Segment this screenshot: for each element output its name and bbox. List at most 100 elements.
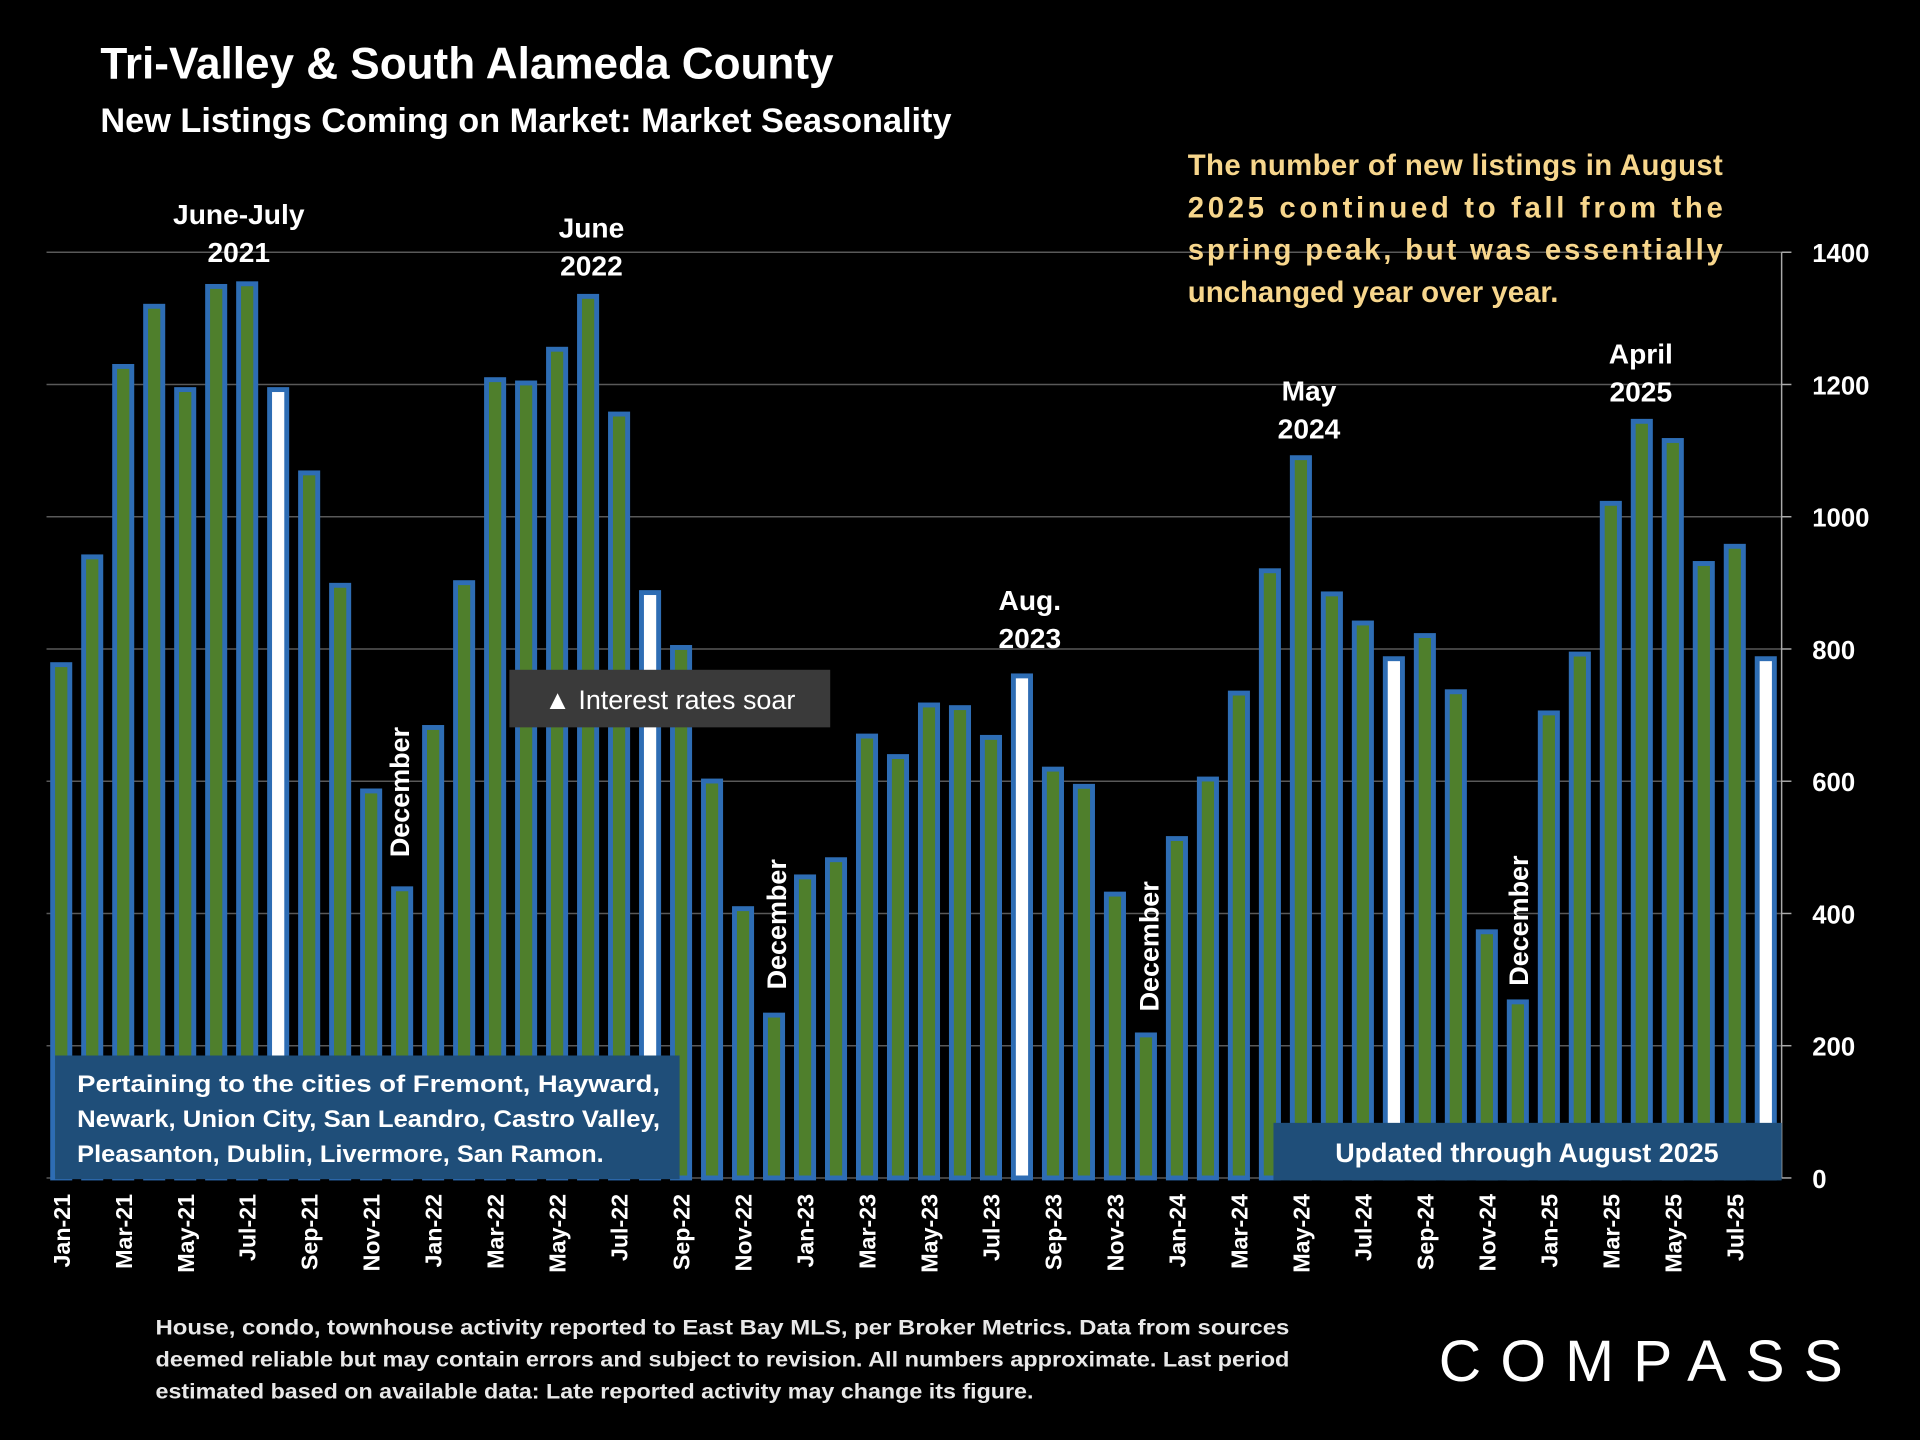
commentary: spring peak, but was essentially — [1188, 234, 1724, 267]
bar — [1413, 633, 1436, 1181]
x-tick-label: May-22 — [545, 1194, 571, 1273]
bar — [143, 303, 166, 1181]
commentary: unchanged year over year. — [1188, 276, 1559, 309]
bar — [1351, 620, 1374, 1181]
footnote: estimated based on available data: Late … — [156, 1380, 1034, 1403]
coverage-note: Pleasanton, Dublin, Livermore, San Ramon… — [77, 1141, 604, 1168]
bar — [948, 705, 972, 1181]
x-tick-label: Mar-23 — [855, 1194, 881, 1269]
x-tick-label: Jul-23 — [979, 1194, 1005, 1261]
coverage-note: Newark, Union City, San Leandro, Castro … — [77, 1106, 660, 1133]
bar — [1599, 500, 1622, 1181]
bar — [670, 645, 693, 1181]
y-tick-label: 1000 — [1812, 505, 1869, 533]
event-label: ▲ Interest rates soar — [544, 685, 795, 715]
x-tick-label: May-24 — [1288, 1194, 1314, 1273]
annotation: April — [1609, 339, 1673, 370]
december-label: December — [385, 726, 415, 857]
x-tick-label: Nov-21 — [359, 1194, 385, 1272]
annotation: June-July — [173, 199, 305, 230]
coverage-box — [55, 1055, 680, 1180]
annotation: Aug. — [999, 585, 1062, 616]
bar — [1041, 766, 1064, 1181]
bar — [917, 702, 941, 1181]
bar — [1103, 891, 1126, 1181]
x-tick-label: Mar-25 — [1598, 1194, 1624, 1269]
bar — [1537, 710, 1560, 1181]
bar — [1258, 568, 1281, 1181]
brand-logo: COMPASS — [1439, 1329, 1843, 1394]
x-tick-label: Jan-21 — [49, 1194, 75, 1268]
y-tick-label: 400 — [1812, 901, 1855, 929]
bar — [1723, 543, 1746, 1181]
updated-note: Updated through August 2025 — [1335, 1138, 1718, 1168]
y-tick-label: 200 — [1812, 1034, 1855, 1062]
x-tick-label: Mar-24 — [1226, 1194, 1252, 1269]
x-tick-label: Jul-24 — [1350, 1194, 1376, 1261]
annotation: June — [559, 213, 625, 244]
december-label: December — [762, 859, 792, 990]
x-tick-label: Sep-24 — [1412, 1194, 1438, 1270]
bar — [577, 293, 600, 1181]
chart-subtitle: New Listings Coming on Market: Market Se… — [100, 102, 951, 140]
commentary: The number of new listings in August — [1188, 149, 1723, 182]
bar — [236, 281, 259, 1181]
x-tick-label: Jan-25 — [1536, 1194, 1562, 1268]
bar — [855, 733, 879, 1181]
y-tick-label: 0 — [1812, 1166, 1826, 1194]
annotation: 2022 — [560, 251, 623, 282]
x-tick-label: Mar-21 — [111, 1194, 137, 1269]
x-tick-label: Sep-21 — [297, 1194, 323, 1270]
x-tick-label: May-25 — [1660, 1194, 1686, 1273]
bar — [1444, 689, 1467, 1181]
y-tick-label: 600 — [1812, 769, 1855, 797]
bar — [1227, 690, 1250, 1181]
x-tick-label: Jul-21 — [235, 1194, 261, 1261]
y-tick-label: 1200 — [1812, 372, 1869, 400]
bar — [763, 1012, 786, 1181]
bar — [794, 874, 817, 1181]
bar — [1568, 651, 1591, 1181]
x-tick-label: Jul-25 — [1722, 1194, 1748, 1261]
bar — [886, 754, 910, 1181]
bar — [1289, 455, 1312, 1181]
bar — [1134, 1032, 1157, 1181]
bar — [1630, 418, 1653, 1181]
december-label: December — [1134, 881, 1164, 1012]
y-tick-label: 1400 — [1812, 240, 1869, 268]
x-tick-label: Nov-24 — [1474, 1194, 1500, 1272]
x-tick-label: May-21 — [173, 1194, 199, 1273]
annotation: May — [1282, 375, 1337, 406]
x-tick-label: Jan-23 — [793, 1194, 819, 1268]
bar — [1692, 561, 1715, 1181]
bar — [1196, 776, 1219, 1181]
annotation: 2024 — [1278, 413, 1341, 444]
bar — [825, 857, 848, 1181]
updated-box — [1273, 1122, 1782, 1181]
x-tick-label: Nov-22 — [731, 1194, 757, 1272]
bar — [1661, 438, 1684, 1181]
bar — [205, 283, 228, 1181]
coverage-note: Pertaining to the cities of Fremont, Hay… — [77, 1071, 660, 1098]
x-tick-label: Jan-24 — [1165, 1194, 1191, 1268]
annotation: 2023 — [998, 623, 1061, 654]
x-tick-label: Mar-22 — [483, 1194, 509, 1269]
annotation: 2021 — [207, 237, 270, 268]
commentary: 2025 continued to fall from the — [1188, 191, 1723, 224]
bar — [1165, 836, 1188, 1181]
bar — [1382, 656, 1405, 1181]
bar — [732, 906, 755, 1181]
december-label: December — [1504, 855, 1534, 986]
x-tick-label: Sep-22 — [669, 1194, 695, 1270]
bar — [979, 734, 1002, 1181]
x-tick-label: Nov-23 — [1103, 1194, 1129, 1272]
bar — [1010, 673, 1033, 1181]
annotation: 2025 — [1609, 377, 1672, 408]
footnote: House, condo, townhouse activity reporte… — [156, 1317, 1290, 1340]
x-tick-label: Jan-22 — [421, 1194, 447, 1268]
x-tick-label: Sep-23 — [1041, 1194, 1067, 1270]
bar — [1072, 783, 1095, 1181]
bar — [546, 346, 569, 1181]
